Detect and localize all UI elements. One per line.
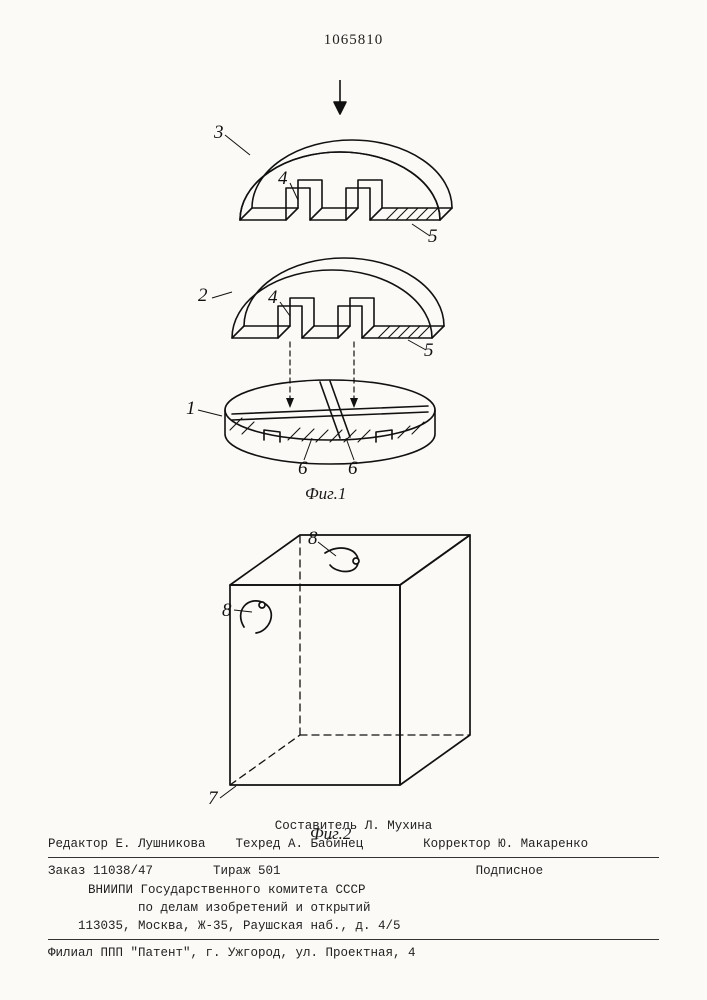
footer-order: Заказ 11038/47 (48, 864, 153, 878)
fig1-label-6b: 6 (348, 458, 358, 480)
footer-branch: Филиал ППП "Патент", г. Ужгород, ул. Про… (48, 946, 416, 960)
fig2-label-8b: 8 (222, 600, 232, 622)
fig1-label-4-lower: 4 (268, 287, 278, 309)
footer-editor: Редактор Е. Лушникова (48, 837, 206, 851)
fig1-label-5-lower: 5 (424, 340, 434, 362)
document-number: 1065810 (324, 32, 384, 49)
fig1-label-4-upper: 4 (278, 168, 288, 190)
footer-podpisnoe: Подписное (476, 864, 544, 878)
fig1-label-1: 1 (186, 398, 196, 420)
fig2-label-7: 7 (208, 788, 218, 810)
footer-colophon: Составитель Л. Мухина Редактор Е. Лушник… (48, 817, 659, 962)
divider-1 (48, 857, 659, 858)
footer-affairs: по делам изобретений и открытий (138, 901, 371, 915)
footer-vniipi: ВНИИПИ Государственного комитета СССР (88, 883, 366, 897)
divider-2 (48, 939, 659, 940)
footer-compiler: Составитель Л. Мухина (275, 819, 433, 833)
fig2-label-8a: 8 (308, 528, 318, 550)
figure-2-drawing (190, 515, 490, 825)
fig1-label-3: 3 (214, 122, 224, 144)
footer-tirazh: Тираж 501 (213, 864, 281, 878)
figures-container: 3 4 5 2 4 5 1 6 6 Фиг.1 (140, 60, 560, 830)
footer-techred: Техред А. Бабинец (236, 837, 364, 851)
page: 1065810 (0, 0, 707, 1000)
fig1-label-6a: 6 (298, 458, 308, 480)
footer-corrector: Корректор Ю. Макаренко (423, 837, 588, 851)
figure-1-label: Фиг.1 (305, 484, 346, 504)
fig1-label-2: 2 (198, 285, 208, 307)
footer-address: 113035, Москва, Ж-35, Раушская наб., д. … (78, 919, 401, 933)
fig1-label-5-upper: 5 (428, 226, 438, 248)
